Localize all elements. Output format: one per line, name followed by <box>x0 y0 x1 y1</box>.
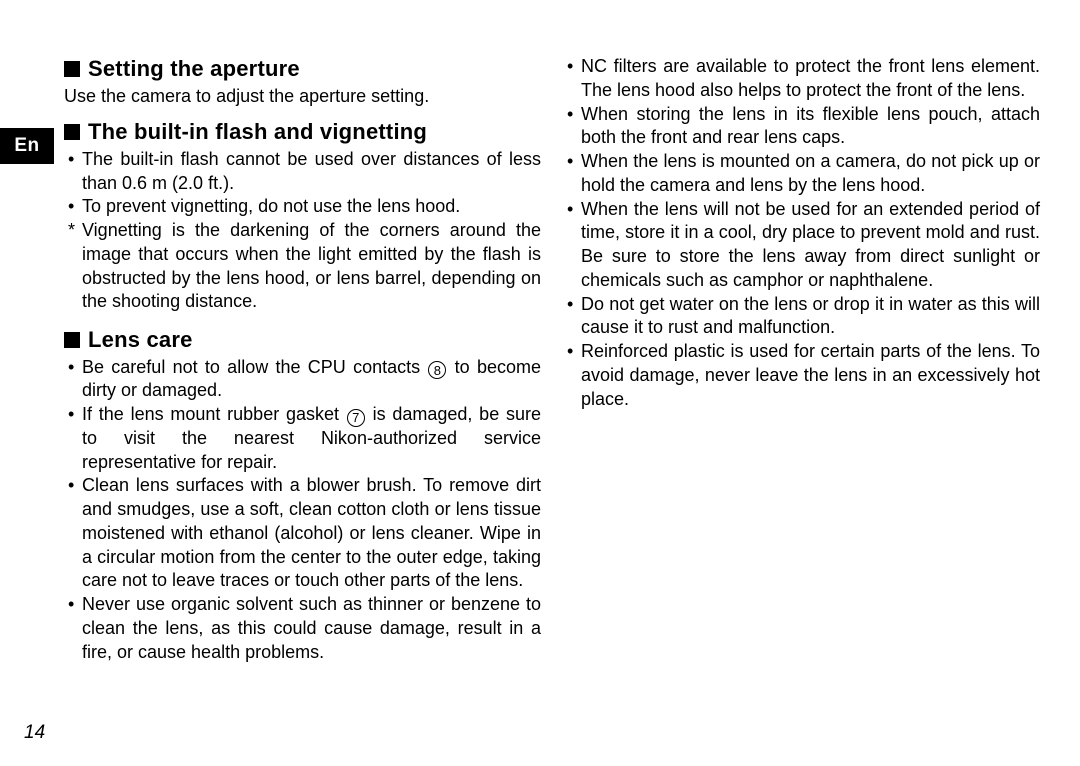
list-item: When the lens is mounted on a camera, do… <box>581 150 1040 198</box>
section-heading-lenscare: Lens care <box>64 326 541 354</box>
list-item: When the lens will not be used for an ex… <box>581 198 1040 293</box>
aperture-body: Use the camera to adjust the aperture se… <box>64 85 541 109</box>
language-tab: En <box>0 128 54 164</box>
circled-number-icon: 7 <box>347 409 365 427</box>
content-columns: Setting the aperture Use the camera to a… <box>0 55 1080 664</box>
left-column: Setting the aperture Use the camera to a… <box>64 55 541 664</box>
list-item: When storing the lens in its flexible le… <box>581 103 1040 151</box>
list-item: Do not get water on the lens or drop it … <box>581 293 1040 341</box>
list-item: NC filters are available to protect the … <box>581 55 1040 103</box>
list-item: To prevent vignetting, do not use the le… <box>82 195 541 219</box>
page-number: 14 <box>24 722 45 744</box>
section-heading-aperture: Setting the aperture <box>64 55 541 83</box>
right-column: NC filters are available to protect the … <box>563 55 1040 664</box>
manual-page: En Setting the aperture Use the camera t… <box>0 0 1080 766</box>
heading-text: The built-in flash and vignetting <box>88 118 427 146</box>
lenscare-continued-list: NC filters are available to protect the … <box>563 55 1040 411</box>
list-item: The built-in flash cannot be used over d… <box>82 148 541 196</box>
heading-text: Lens care <box>88 326 193 354</box>
section-heading-flash: The built-in flash and vignetting <box>64 118 541 146</box>
text-fragment: If the lens mount rubber gasket <box>82 404 346 424</box>
square-bullet-icon <box>64 61 80 77</box>
list-item: If the lens mount rubber gasket 7 is dam… <box>82 403 541 474</box>
list-item: Clean lens surfaces with a blower brush.… <box>82 474 541 593</box>
square-bullet-icon <box>64 124 80 140</box>
square-bullet-icon <box>64 332 80 348</box>
vignetting-footnote: Vignetting is the darkening of the corne… <box>64 219 541 314</box>
list-item: Never use organic solvent such as thinne… <box>82 593 541 664</box>
flash-bullet-list: The built-in flash cannot be used over d… <box>64 148 541 219</box>
list-item: Be careful not to allow the CPU contacts… <box>82 356 541 404</box>
heading-text: Setting the aperture <box>88 55 300 83</box>
text-fragment: Be careful not to allow the CPU contacts <box>82 357 427 377</box>
list-item: Reinforced plastic is used for certain p… <box>581 340 1040 411</box>
circled-number-icon: 8 <box>428 361 446 379</box>
lenscare-bullet-list: Be careful not to allow the CPU contacts… <box>64 356 541 665</box>
